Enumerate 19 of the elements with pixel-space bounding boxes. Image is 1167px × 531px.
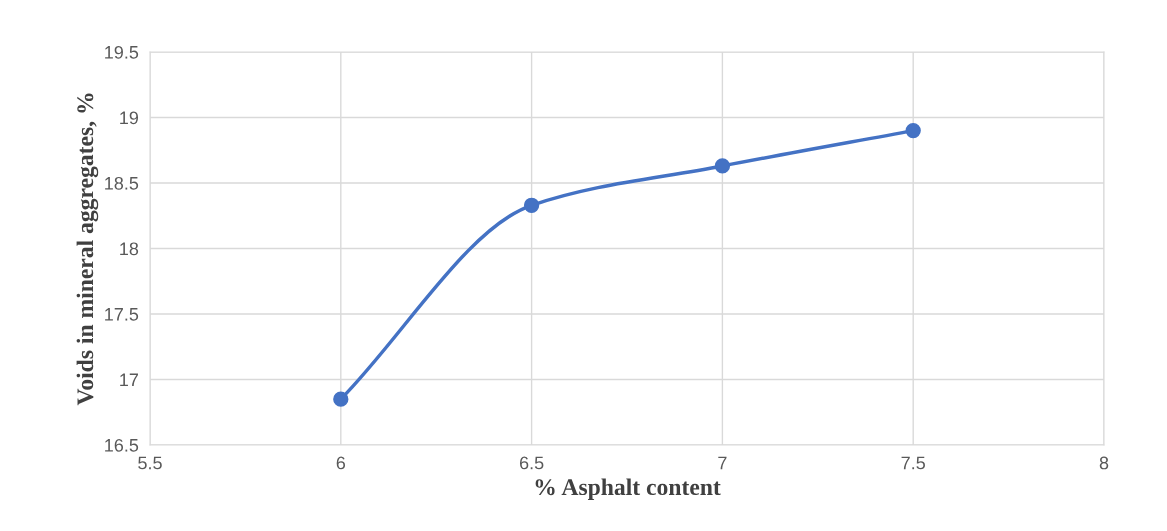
x-tick-label: 8 <box>1099 456 1109 470</box>
x-axis-title: % Asphalt content <box>535 478 721 500</box>
y-tick-label: 19.5 <box>105 45 139 59</box>
y-tick-label: 19 <box>120 111 139 125</box>
x-tick-label: 7.5 <box>901 456 925 470</box>
point <box>714 158 731 174</box>
point <box>905 122 921 139</box>
x-tick-label: 6 <box>336 456 346 470</box>
y-axis-title: Voids in mineral aggregates, % <box>76 93 99 406</box>
y-tick-label: 17 <box>120 373 138 387</box>
x-tick-label: 5.5 <box>138 456 162 470</box>
y-tick-label: 18 <box>120 242 139 256</box>
x-tick-label: 6.5 <box>519 456 544 470</box>
y-tick-label: 18.5 <box>105 176 139 190</box>
point <box>333 391 349 407</box>
y-tick-label: 16.5 <box>105 438 139 452</box>
y-tick-label: 17.5 <box>105 308 139 321</box>
point <box>523 197 540 213</box>
x-tick-label: 7 <box>718 456 727 470</box>
